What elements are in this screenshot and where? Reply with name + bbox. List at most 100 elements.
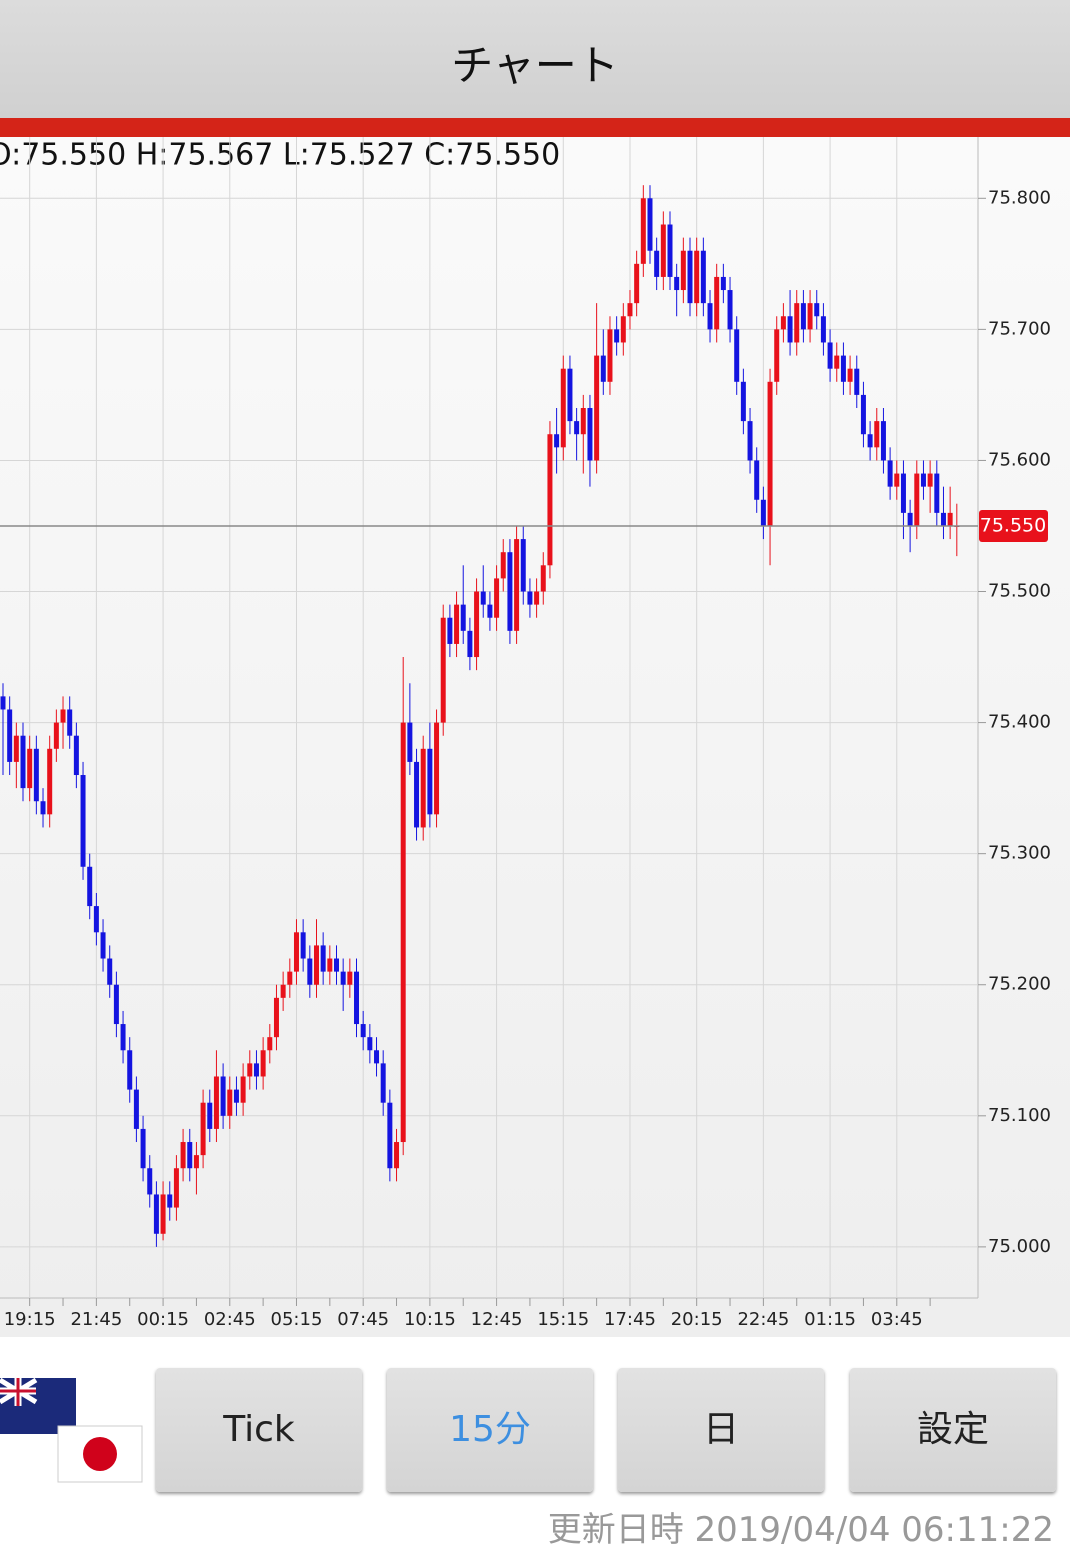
candle-body [860, 394, 866, 435]
candle-body [380, 1063, 386, 1103]
chart-background [0, 137, 1070, 1337]
candle-body [714, 276, 720, 330]
candle-body [780, 316, 786, 330]
candle-body [354, 971, 360, 1025]
y-tick-label: 75.300 [988, 843, 1051, 864]
candle-body [940, 512, 946, 526]
candle-body [87, 866, 93, 907]
candle-body [334, 958, 339, 972]
candle-body [13, 735, 19, 762]
settings-button[interactable]: 設定 [850, 1368, 1056, 1492]
candle-body [147, 1168, 153, 1195]
candle-body [447, 617, 453, 644]
update-time: 更新日時 2019/04/04 06:11:22 [547, 1510, 1054, 1550]
candle-body [300, 932, 306, 959]
candle-body [474, 591, 480, 658]
candle-body [654, 250, 660, 277]
x-tick-label: 15:15 [537, 1309, 589, 1330]
nz-flag-cross [0, 1378, 36, 1406]
candle-body [814, 303, 820, 317]
candle-body [33, 748, 39, 802]
candle-body [547, 434, 553, 566]
candle-body [247, 1063, 253, 1077]
candle-body [220, 1076, 226, 1116]
x-tick-label: 02:45 [204, 1309, 256, 1330]
candle-body [494, 578, 500, 618]
candle-body [707, 303, 713, 330]
candle-body [800, 303, 806, 330]
ohlc-info: O:75.550 H:75.567 L:75.527 C:75.550 [0, 138, 560, 173]
candle-body [467, 630, 473, 658]
candle-body [394, 1142, 400, 1169]
candle-body [400, 722, 406, 1143]
currency-flags [0, 1377, 143, 1483]
candle-body [107, 958, 113, 985]
y-tick-label: 75.100 [988, 1105, 1051, 1126]
candle-body [80, 775, 86, 867]
candle-body [267, 1037, 273, 1051]
candle-body [514, 539, 520, 631]
candle-body [140, 1128, 146, 1169]
candle-body [127, 1050, 133, 1090]
candle-body [260, 1050, 266, 1077]
tick-button[interactable]: Tick [156, 1368, 362, 1492]
candle-body [587, 408, 593, 461]
candle-body [914, 473, 920, 526]
candle-body [847, 368, 853, 382]
candle-body [47, 748, 53, 815]
candle-body [927, 473, 933, 487]
day-button[interactable]: 日 [618, 1368, 824, 1492]
x-tick-label: 03:45 [871, 1309, 923, 1330]
candle-body [153, 1194, 159, 1234]
candle-body [887, 460, 893, 487]
candle-body [894, 473, 900, 487]
candle-body [600, 355, 606, 382]
x-tick-label: 07:45 [337, 1309, 389, 1330]
candle-body [727, 290, 733, 330]
candle-body [834, 355, 840, 369]
candle-body [527, 591, 533, 605]
candle-body [540, 565, 546, 592]
candle-body [594, 355, 600, 461]
candle-body [40, 801, 46, 815]
candle-body [534, 591, 540, 605]
candle-body [320, 945, 326, 972]
y-tick-label: 75.800 [988, 187, 1051, 208]
candle-body [293, 932, 299, 972]
y-tick-label: 75.400 [988, 712, 1051, 733]
candle-body [787, 316, 793, 343]
candle-body [67, 709, 73, 736]
candle-body [680, 250, 686, 291]
candle-body [794, 303, 800, 343]
candle-body [640, 198, 646, 264]
candle-body [460, 604, 466, 631]
candle-body [280, 984, 286, 998]
candle-body [507, 552, 513, 631]
candle-body [187, 1142, 193, 1169]
x-tick-label: 05:15 [271, 1309, 323, 1330]
x-tick-label: 17:45 [604, 1309, 656, 1330]
candle-body [233, 1089, 239, 1103]
candle-body [173, 1168, 179, 1208]
candle-body [360, 1024, 366, 1038]
candle-body [213, 1076, 219, 1129]
candle-body [554, 434, 560, 448]
y-tick-label: 75.700 [988, 318, 1051, 339]
candle-body [227, 1089, 233, 1116]
candle-body [900, 473, 906, 513]
candle-body [407, 722, 413, 762]
candle-body [374, 1050, 380, 1064]
candle-body [820, 316, 826, 343]
candle-body [854, 368, 860, 395]
candle-body [734, 329, 740, 382]
candle-body [313, 945, 319, 985]
candle-body [193, 1155, 199, 1169]
candle-body [133, 1089, 139, 1129]
candle-body [0, 696, 6, 710]
candle-body [367, 1037, 373, 1051]
candle-body [7, 709, 13, 762]
y-tick-label: 75.000 [988, 1236, 1051, 1257]
candle-body [273, 997, 279, 1038]
interval-button[interactable]: 15分 [387, 1368, 593, 1492]
